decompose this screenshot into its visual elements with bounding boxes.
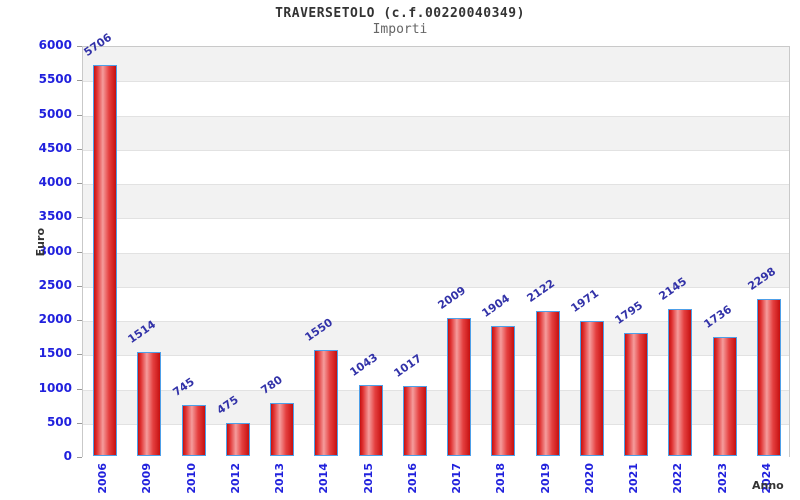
y-tick-label: 3500 xyxy=(38,209,72,224)
bar xyxy=(270,403,294,456)
y-tick-label: 1500 xyxy=(38,346,72,361)
bar xyxy=(491,326,515,456)
gridline xyxy=(83,423,789,425)
y-tick-mark xyxy=(77,251,82,253)
bar xyxy=(403,386,427,456)
y-tick-mark xyxy=(77,80,82,82)
y-tick-mark xyxy=(77,285,82,287)
bar xyxy=(536,311,560,456)
x-tick-label: 2020 xyxy=(583,463,596,494)
y-tick-label: 1000 xyxy=(38,380,72,395)
bar xyxy=(757,299,781,456)
gridline xyxy=(83,321,789,322)
bar xyxy=(668,309,692,456)
gridline xyxy=(83,389,789,391)
x-tick-label: 2023 xyxy=(716,463,729,494)
y-tick-mark xyxy=(77,148,82,150)
background-band xyxy=(83,115,789,150)
y-axis-title: Euro xyxy=(34,228,47,257)
chart-title: TRAVERSETOLO (c.f.00220040349) xyxy=(275,6,525,21)
background-band xyxy=(83,47,789,82)
gridline xyxy=(83,81,789,83)
background-band xyxy=(83,218,789,253)
x-axis-title: Anno xyxy=(752,479,784,492)
background-band xyxy=(83,81,789,116)
y-tick-mark xyxy=(77,457,82,458)
y-tick-label: 4500 xyxy=(38,140,72,155)
y-tick-label: 5500 xyxy=(38,72,72,87)
x-tick-label: 2009 xyxy=(140,463,153,494)
x-tick-label: 2017 xyxy=(450,463,463,494)
chart-subtitle: Importi xyxy=(372,22,428,37)
y-tick-label: 4000 xyxy=(38,175,72,189)
x-tick-label: 2018 xyxy=(494,463,507,494)
y-tick-mark xyxy=(77,114,82,116)
y-tick-label: 2500 xyxy=(38,277,72,292)
y-tick-label: 3000 xyxy=(38,243,72,258)
y-tick-mark xyxy=(77,320,82,321)
background-band xyxy=(83,149,789,184)
bar xyxy=(580,321,604,456)
plot-area: 5706 1514 745 475 780 1550 1043 1017 2009 1904 212… xyxy=(82,31,790,458)
background-band xyxy=(83,252,789,287)
x-tick-label: 2012 xyxy=(229,463,242,494)
bar xyxy=(447,318,471,456)
bar xyxy=(93,65,117,456)
gridline xyxy=(83,149,789,151)
gridline xyxy=(83,115,789,117)
y-tick-mark xyxy=(77,183,82,184)
gridline xyxy=(83,252,789,254)
y-tick-mark xyxy=(77,46,82,47)
x-tick-label: 2021 xyxy=(627,463,640,494)
y-tick-mark xyxy=(77,388,82,390)
gridline xyxy=(83,184,789,185)
x-tick-label: 2010 xyxy=(185,463,198,494)
y-tick-label: 2000 xyxy=(38,312,72,326)
gridline xyxy=(83,218,789,220)
bar xyxy=(137,352,161,456)
y-tick-mark xyxy=(77,217,82,219)
background-band xyxy=(83,184,789,219)
y-tick-label: 5000 xyxy=(38,106,72,121)
bar xyxy=(314,350,338,456)
y-tick-label: 0 xyxy=(63,449,72,463)
x-tick-label: 2019 xyxy=(539,463,552,494)
x-tick-label: 2015 xyxy=(362,463,375,494)
x-tick-label: 2016 xyxy=(406,463,419,494)
x-tick-label: 2006 xyxy=(96,463,109,494)
y-tick-mark xyxy=(77,422,82,424)
bar xyxy=(624,333,648,456)
x-tick-label: 2013 xyxy=(273,463,286,494)
gridline xyxy=(83,355,789,357)
y-tick-label: 6000 xyxy=(38,38,72,52)
bar xyxy=(359,385,383,456)
bar xyxy=(226,423,250,456)
gridline xyxy=(83,286,789,288)
y-tick-label: 500 xyxy=(46,414,72,429)
x-tick-label: 2022 xyxy=(671,463,684,494)
y-tick-mark xyxy=(77,354,82,356)
bar xyxy=(182,405,206,456)
x-tick-label: 2014 xyxy=(317,463,330,494)
bar xyxy=(713,337,737,456)
